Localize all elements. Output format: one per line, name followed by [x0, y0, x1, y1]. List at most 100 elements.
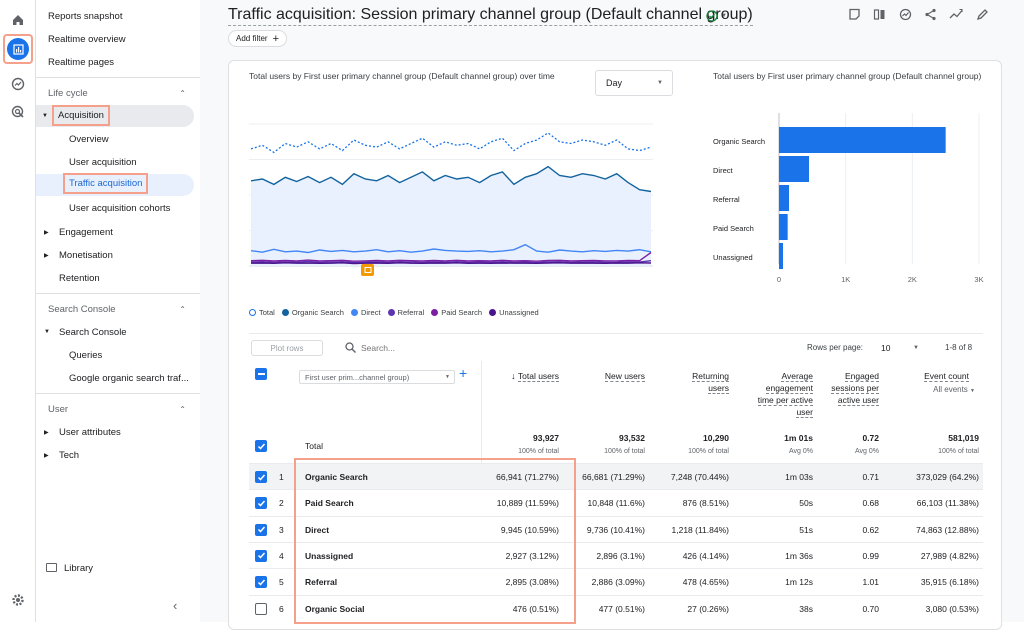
- legend-item[interactable]: Direct: [350, 308, 381, 317]
- table-row[interactable]: 1 Organic Search 66,941 (71.27%) 66,681 (71…: [249, 463, 983, 489]
- nav-library[interactable]: Library: [36, 557, 200, 579]
- table-row[interactable]: 3 Direct 9,945 (10.59%) 9,736 (10.41%) 1,218…: [249, 515, 983, 542]
- dimension-dropdown[interactable]: First user prim...channel group) ▼: [299, 370, 455, 384]
- nav-queries[interactable]: Queries: [36, 344, 200, 366]
- cell-value: 0.68: [862, 498, 879, 509]
- nav-user-attributes[interactable]: ▶ User attributes: [36, 421, 200, 443]
- nav-user-acquisition[interactable]: User acquisition: [36, 151, 200, 173]
- nav-google-organic-search[interactable]: Google organic search traf...: [36, 367, 200, 389]
- bar-paid-search[interactable]: [779, 214, 788, 240]
- series-line-organic-search[interactable]: [250, 165, 652, 193]
- table-row[interactable]: 5 Referral 2,895 (3.08%) 2,886 (3.09%) 478 (…: [249, 568, 983, 594]
- event-filter-dropdown[interactable]: All events ▼: [909, 385, 975, 394]
- row-checkbox[interactable]: [255, 549, 267, 562]
- caret-down-icon: ▼: [721, 13, 727, 19]
- series-line-unassigned[interactable]: [250, 262, 652, 265]
- search-input[interactable]: [361, 341, 541, 355]
- series-line-referral[interactable]: [250, 260, 652, 264]
- total-value: 93,927: [533, 433, 559, 443]
- rows-per-page-select[interactable]: 10 ▼: [881, 341, 921, 355]
- settings-gear-icon[interactable]: [6, 588, 30, 612]
- row-number: 6: [279, 603, 284, 614]
- bar-chart: 0 1K 2K 3K Organic Search Direct Referral Paid …: [713, 113, 984, 284]
- nav-overview[interactable]: Overview: [36, 128, 200, 150]
- bar-direct[interactable]: [779, 156, 809, 182]
- nav-retention[interactable]: Retention: [36, 267, 200, 289]
- cell-value: 1m 36s: [785, 550, 813, 561]
- trend-icon[interactable]: [948, 6, 964, 22]
- col-header-event-count[interactable]: Event count: [901, 370, 969, 382]
- legend-item[interactable]: Referral: [387, 308, 424, 317]
- series-line-paid-search[interactable]: [250, 251, 652, 262]
- nav-section-lifecycle[interactable]: Life cycle ⌃: [36, 82, 200, 104]
- col-header-returning-users[interactable]: Returning users: [675, 370, 729, 394]
- line-chart-title: Total users by First user primary channe…: [249, 71, 555, 81]
- col-header-engaged-sessions[interactable]: Engaged sessions per active user: [831, 370, 879, 406]
- insights-icon[interactable]: [897, 6, 913, 22]
- triangle-right-icon: ▶: [44, 252, 49, 259]
- add-dimension-plus-icon[interactable]: +: [459, 365, 468, 381]
- category-label: Paid Search: [713, 224, 754, 233]
- x-tick-label: 2K: [908, 275, 917, 284]
- annotation-marker-icon[interactable]: [361, 264, 374, 276]
- row-checkbox[interactable]: [255, 576, 267, 589]
- legend-item[interactable]: Total: [249, 308, 275, 317]
- col-header-avg-engagement-time[interactable]: Average engagement time per active user: [755, 370, 813, 418]
- cell-value: 27,989 (4.82%): [920, 550, 979, 561]
- bar-referral[interactable]: [779, 185, 789, 211]
- row-checkbox[interactable]: [255, 602, 267, 615]
- nav-reports-snapshot[interactable]: Reports snapshot: [36, 5, 200, 27]
- compare-icon[interactable]: [871, 6, 887, 22]
- legend-item[interactable]: Organic Search: [281, 308, 344, 317]
- legend-item[interactable]: Paid Search: [431, 308, 482, 317]
- explore-icon[interactable]: [6, 72, 30, 96]
- period-value: Day: [606, 78, 623, 88]
- home-icon[interactable]: [6, 8, 30, 32]
- comment-icon[interactable]: [846, 6, 862, 22]
- bar-unassigned[interactable]: [779, 243, 783, 269]
- table-row[interactable]: 2 Paid Search 10,889 (11.59%) 10,848 (11.6%…: [249, 489, 983, 515]
- nav-traffic-acquisition[interactable]: Traffic acquisition: [36, 173, 194, 196]
- nav-realtime-pages[interactable]: Realtime pages: [36, 51, 200, 73]
- nav-user-acquisition-cohorts[interactable]: User acquisition cohorts: [36, 197, 200, 219]
- row-number: 2: [279, 498, 284, 509]
- nav-acquisition[interactable]: ▼ Acquisition: [36, 105, 194, 127]
- total-checkbox[interactable]: [255, 440, 267, 452]
- rows-per-page-label: Rows per page:: [807, 343, 864, 352]
- row-checkbox[interactable]: [255, 497, 267, 510]
- status-dropdown[interactable]: ▼: [704, 8, 736, 24]
- channel-name: Paid Search: [305, 498, 354, 509]
- advertising-icon[interactable]: [6, 100, 30, 124]
- nav-monetisation[interactable]: ▶ Monetisation: [36, 244, 200, 266]
- row-checkbox[interactable]: [255, 471, 267, 483]
- table-row[interactable]: 6 Organic Social 476 (0.51%) 477 (0.51%) 27 …: [249, 594, 983, 621]
- legend-item[interactable]: Unassigned: [489, 308, 539, 317]
- legend-swatch: [489, 309, 497, 316]
- cell-value: 66,681 (71.29%): [582, 472, 645, 482]
- series-line-total[interactable]: [250, 132, 652, 154]
- row-number: 1: [279, 472, 284, 482]
- col-header-new-users[interactable]: New users: [579, 370, 645, 382]
- add-filter-button[interactable]: Add filter +: [228, 30, 288, 47]
- period-dropdown[interactable]: Day ▼: [595, 70, 673, 96]
- bar-organic-search[interactable]: [779, 127, 946, 153]
- share-icon[interactable]: [922, 6, 938, 22]
- nav-section-search-console[interactable]: Search Console ⌃: [36, 298, 200, 320]
- edit-pencil-icon[interactable]: [974, 6, 990, 22]
- plot-rows-button[interactable]: Plot rows: [251, 340, 323, 356]
- series-line-direct[interactable]: [250, 243, 652, 254]
- row-checkbox[interactable]: [255, 523, 267, 536]
- table-row[interactable]: 4 Unassigned 2,927 (3.12%) 2,896 (3.1%) 426 …: [249, 541, 983, 568]
- nav-tech[interactable]: ▶ Tech: [36, 444, 200, 466]
- section-label: Search Console: [48, 303, 116, 315]
- nav-realtime-overview[interactable]: Realtime overview: [36, 28, 200, 50]
- nav-section-user[interactable]: User ⌃: [36, 398, 200, 420]
- col-header-total-users[interactable]: ↓ Total users: [491, 370, 559, 382]
- nav-engagement[interactable]: ▶ Engagement: [36, 221, 200, 243]
- reports-icon[interactable]: [3, 34, 33, 64]
- nav-label: Realtime overview: [48, 33, 126, 45]
- total-subtext: 100% of total: [938, 448, 979, 455]
- select-all-checkbox[interactable]: [255, 368, 267, 380]
- collapse-nav-icon[interactable]: ‹: [173, 598, 178, 613]
- nav-search-console[interactable]: ▼ Search Console: [36, 321, 200, 343]
